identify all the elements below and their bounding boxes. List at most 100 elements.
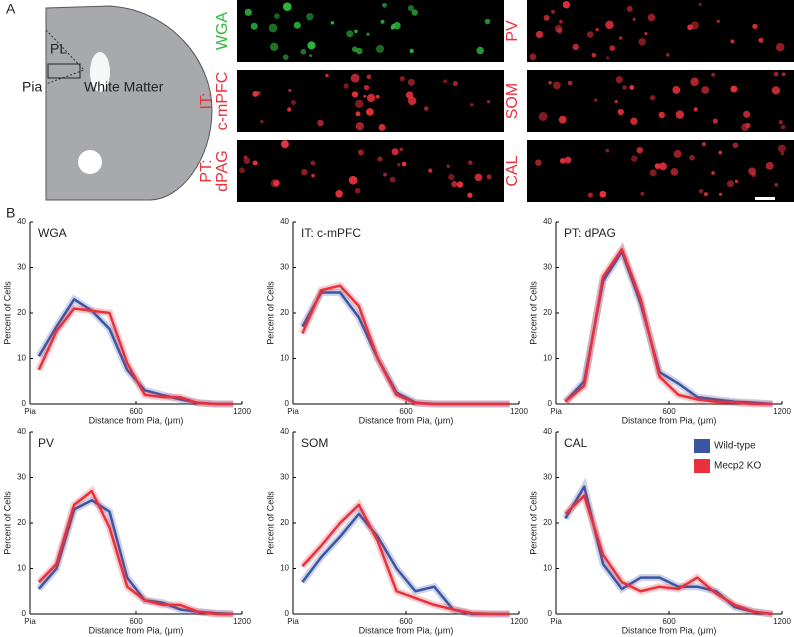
chart-title: PT: dPAG	[564, 226, 616, 240]
cell	[631, 155, 638, 162]
series-band	[35, 304, 234, 408]
y-tick-label: 20	[543, 308, 552, 317]
x-tick-label: 600	[662, 407, 676, 416]
series-line	[37, 489, 234, 616]
series-line	[564, 485, 773, 616]
x-tick-label: 600	[399, 407, 413, 416]
cell	[484, 18, 491, 25]
y-axis-label: Percent of Cells	[265, 281, 275, 345]
panel-label: B	[6, 205, 15, 221]
y-tick-label: 0	[548, 399, 553, 408]
cell	[690, 77, 699, 87]
cell	[640, 191, 645, 196]
cell	[378, 124, 386, 131]
cell	[626, 5, 633, 12]
cell	[423, 106, 429, 111]
cell	[586, 31, 594, 38]
cell	[260, 119, 264, 124]
cell	[726, 180, 734, 188]
region-box	[47, 63, 81, 79]
brain-section	[45, 5, 213, 201]
y-tick-label: 0	[22, 399, 27, 408]
x-axis-label: Distance from Pia, (μm)	[89, 415, 184, 425]
cell	[307, 41, 316, 50]
y-tick-label: 40	[17, 427, 26, 436]
y-tick-label: 40	[280, 427, 289, 436]
y-tick-label: 10	[543, 354, 552, 363]
y-tick-label: 0	[22, 609, 27, 618]
cell	[335, 190, 343, 198]
cell	[311, 173, 315, 178]
cell	[535, 30, 544, 39]
x-tick-label: 600	[662, 617, 676, 626]
cell	[743, 110, 751, 118]
cell	[486, 174, 492, 180]
x-tick-label: 600	[129, 407, 143, 416]
cell	[448, 174, 455, 181]
cell	[351, 91, 359, 98]
cell	[698, 2, 702, 6]
series-band	[299, 281, 510, 408]
y-tick-label: 30	[17, 473, 26, 482]
cell	[630, 117, 638, 125]
series-line	[37, 307, 234, 406]
chart-title: WGA	[38, 226, 67, 240]
cell	[781, 72, 786, 77]
series-band	[299, 289, 510, 408]
y-tick-label: 0	[285, 609, 290, 618]
cell	[366, 108, 374, 116]
image-label: SOM	[504, 83, 521, 119]
cell	[268, 23, 278, 33]
cell	[283, 4, 288, 8]
legend-label: Mecp2 KO	[714, 461, 761, 472]
chart-title: SOM	[301, 436, 328, 450]
y-tick-label: 30	[543, 263, 552, 272]
cell	[428, 168, 433, 173]
y-tick-label: 20	[17, 308, 26, 317]
cell	[587, 192, 594, 198]
cell	[309, 54, 313, 58]
y-tick-label: 10	[280, 354, 289, 363]
cell	[399, 75, 406, 82]
cell	[377, 156, 383, 162]
cell	[644, 32, 648, 36]
cell	[711, 171, 715, 175]
y-axis-label: Percent of Cells	[528, 491, 538, 555]
cell	[649, 95, 656, 101]
cell	[274, 13, 280, 19]
image-label: dPAG	[214, 150, 231, 192]
y-tick-label: 20	[280, 308, 289, 317]
cell	[636, 146, 643, 154]
y-tick-label: 40	[543, 217, 552, 226]
y-tick-label: 10	[543, 564, 552, 573]
cell	[732, 142, 739, 149]
cell	[689, 154, 695, 161]
cell	[443, 79, 448, 84]
series-band	[562, 489, 774, 618]
cell	[348, 175, 358, 185]
cell	[407, 5, 414, 12]
cell	[778, 120, 783, 125]
y-tick-label: 20	[543, 518, 552, 527]
cell	[474, 173, 483, 182]
cell	[564, 156, 572, 164]
y-axis-label: Percent of Cells	[265, 491, 275, 555]
legend-swatch	[694, 439, 710, 453]
cell	[357, 149, 364, 156]
cell	[775, 42, 785, 52]
cell	[748, 167, 757, 176]
x-tick-label: Pia	[24, 407, 36, 416]
chart-title: PV	[38, 436, 54, 450]
y-tick-label: 30	[280, 473, 289, 482]
cell	[665, 53, 670, 57]
cell	[486, 100, 491, 104]
cell	[774, 183, 778, 187]
y-tick-label: 30	[543, 473, 552, 482]
cell	[614, 99, 618, 104]
y-axis-label: Percent of Cells	[2, 281, 12, 345]
image-label: PV	[504, 20, 521, 42]
x-tick-label: 600	[399, 617, 413, 626]
cell	[599, 190, 607, 198]
x-axis-label: Distance from Pia, (μm)	[359, 415, 454, 425]
x-tick-label: 1200	[233, 407, 251, 416]
